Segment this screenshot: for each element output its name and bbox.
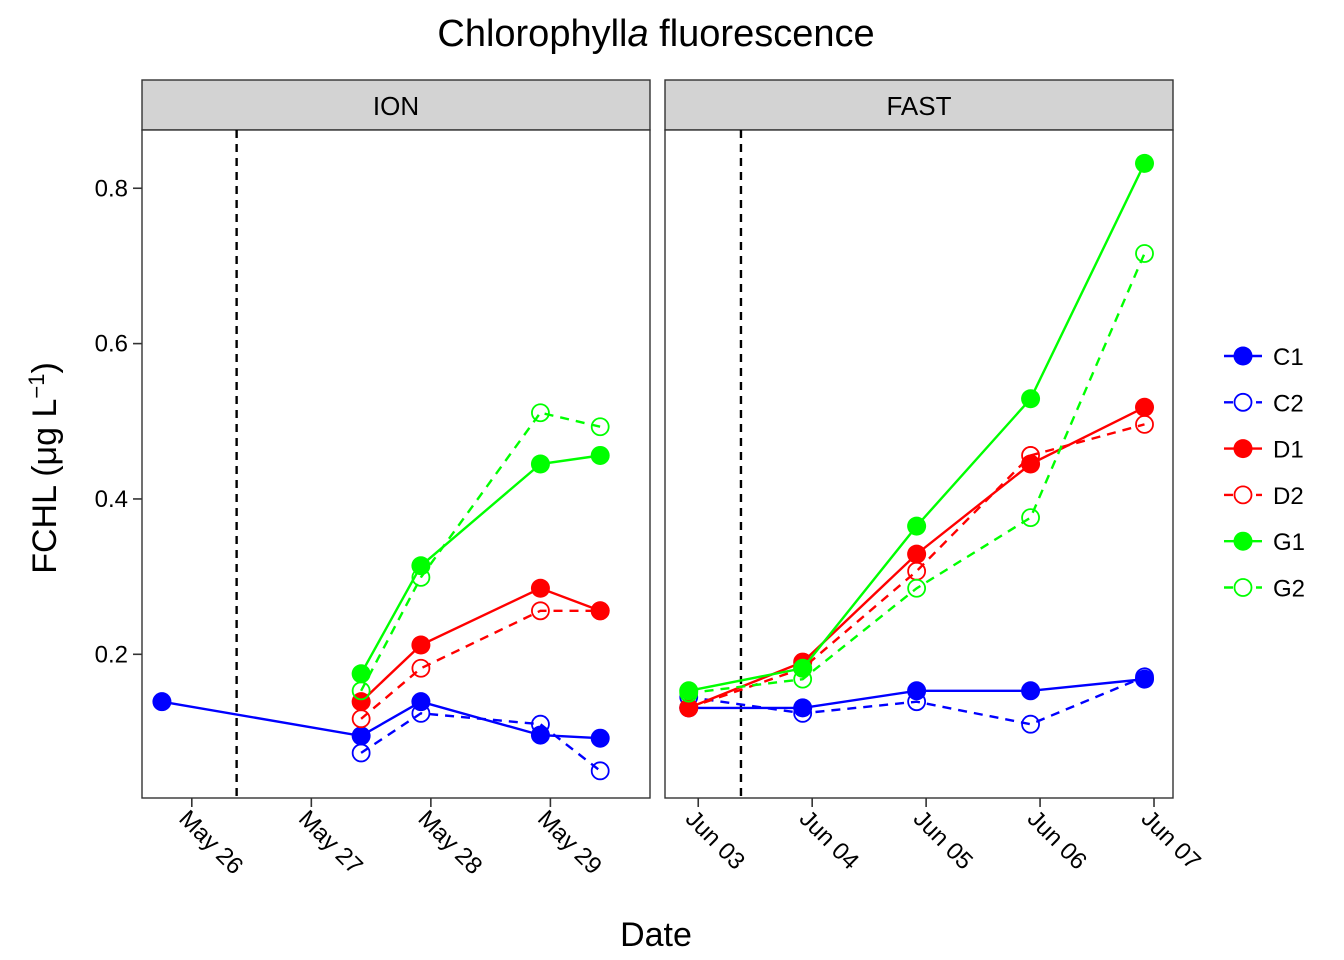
strip-background [141, 79, 651, 131]
x-tick-label: Jun 04 [794, 805, 864, 875]
data-point-c2 [351, 743, 371, 763]
data-point-g2 [411, 568, 431, 587]
chart-title: Chlorophylla fluorescence [437, 13, 874, 55]
data-point-c2 [590, 761, 610, 781]
strip-label: FAST [886, 91, 951, 121]
legend-item-c2: C2 [1224, 390, 1304, 417]
strip-background [664, 79, 1174, 131]
legend-item-c1: C1 [1224, 344, 1304, 371]
legend-key-marker [1233, 531, 1253, 551]
strip-label: ION [373, 91, 419, 121]
data-point-d2 [411, 658, 431, 678]
data-point-c2 [1135, 667, 1154, 687]
data-point-d1 [1135, 397, 1155, 417]
legend-label: D1 [1273, 437, 1304, 464]
data-point-c2 [907, 692, 927, 712]
legend-key-marker [1233, 392, 1253, 412]
y-tick-label: 0.8 [95, 175, 128, 202]
data-point-d2 [531, 601, 550, 621]
panel-fast: FAST Jun 03 Jun 04 Jun 05 Jun 06 Jun 07 [664, 79, 1206, 875]
data-point-c2 [1021, 714, 1040, 734]
data-point-g2 [351, 681, 371, 701]
x-tick-label: Jun 03 [680, 805, 750, 875]
panel-ion: ION May 26 May 27 May 28 May 29 0.2 0.4 0.6 0.8 [95, 79, 651, 880]
series-line-g1 [360, 454, 601, 675]
data-point-c1 [152, 692, 172, 712]
data-point-g1 [530, 454, 550, 474]
x-tick-label: Jun 05 [908, 805, 978, 875]
data-point-d1 [590, 601, 610, 621]
panel-frame [141, 129, 651, 799]
data-point-d1 [411, 635, 431, 655]
legend-key-marker [1233, 346, 1253, 366]
data-point-g2 [793, 669, 813, 689]
data-point-c2 [793, 703, 813, 723]
x-tick-label: May 26 [174, 805, 249, 880]
x-tick-label: May 27 [293, 805, 368, 880]
series-line-g2 [688, 253, 1146, 695]
legend-label: G1 [1273, 529, 1305, 556]
legend-label: C2 [1273, 390, 1304, 417]
data-point-g2 [1135, 244, 1154, 263]
series-line-c2 [688, 675, 1145, 726]
x-tick-label: Jun 06 [1022, 805, 1092, 875]
legend-key-marker [1233, 578, 1253, 597]
series-line-d1 [360, 586, 601, 703]
data-point-g1 [351, 664, 371, 684]
data-point-g2 [907, 578, 927, 598]
data-point-c1 [590, 728, 610, 748]
series-line-d2 [360, 609, 601, 720]
data-point-c1 [1021, 681, 1041, 701]
legend-item-g1: G1 [1224, 529, 1305, 556]
data-point-c2 [411, 703, 431, 723]
legend: C1 C2 D1 D2 G1 G2 [1224, 344, 1305, 603]
data-point-g2 [679, 683, 699, 703]
legend-item-d1: D1 [1224, 437, 1304, 464]
legend-key-marker [1233, 439, 1253, 459]
legend-item-g2: G2 [1224, 576, 1305, 603]
data-point-g2 [1021, 508, 1040, 527]
y-tick-label: 0.2 [95, 641, 128, 668]
x-tick-label: Jun 07 [1136, 805, 1206, 875]
data-point-d2 [1021, 446, 1040, 465]
x-tick-label: May 28 [413, 805, 488, 880]
y-tick-label: 0.6 [95, 331, 128, 358]
legend-label: C1 [1273, 344, 1304, 371]
series-line-d2 [688, 423, 1145, 710]
data-point-g1 [907, 516, 927, 536]
data-point-g1 [1135, 153, 1155, 173]
data-point-d1 [530, 578, 550, 598]
y-tick-label: 0.4 [95, 486, 128, 513]
data-point-d1 [907, 544, 927, 564]
data-point-d2 [1135, 414, 1154, 434]
legend-label: G2 [1273, 576, 1305, 603]
legend-item-d2: D2 [1224, 483, 1304, 510]
series-line-c2 [360, 712, 601, 772]
data-point-g2 [590, 417, 610, 437]
legend-key-marker [1233, 485, 1253, 505]
data-point-d2 [351, 709, 371, 729]
data-point-c1 [351, 726, 371, 746]
data-point-g1 [1021, 389, 1041, 409]
data-point-c2 [531, 714, 550, 734]
data-point-d2 [590, 601, 610, 621]
y-axis-title: FCHL (μg L−1) [24, 362, 65, 574]
series-line-g2 [360, 411, 601, 692]
data-point-g1 [590, 445, 610, 465]
x-axis-title: Date [620, 916, 692, 954]
data-point-g2 [531, 403, 550, 423]
x-tick-label: May 29 [532, 805, 607, 880]
legend-label: D2 [1273, 483, 1304, 510]
